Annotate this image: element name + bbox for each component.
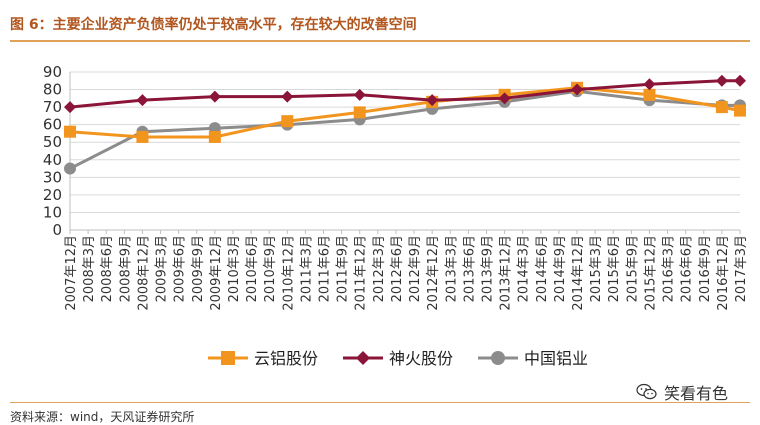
data-point	[281, 90, 294, 103]
x-tick-label: 2015年3月	[589, 235, 604, 302]
x-axis: 2007年12月 2008年3月 2008年6月 2008年9月 2008年12月 200…	[64, 229, 749, 311]
y-tick-label: 40	[43, 151, 62, 169]
data-point	[353, 88, 366, 101]
x-tick-label: 2008年12月	[136, 235, 151, 311]
x-tick-label: 2009年12月	[209, 235, 224, 311]
data-point	[208, 130, 221, 143]
legend-item: 中国铝业	[478, 349, 588, 368]
x-tick-label: 2010年9月	[263, 235, 278, 302]
x-tick-label: 2016年6月	[680, 235, 695, 302]
watermark-text: 笑看有色	[664, 384, 729, 403]
x-tick-label: 2017年3月	[734, 235, 749, 302]
x-tick-label: 2013年3月	[444, 235, 459, 302]
title-divider	[10, 40, 750, 42]
series-line	[69, 89, 740, 170]
y-tick-label: 80	[43, 81, 62, 99]
x-tick-label: 2014年3月	[517, 235, 532, 302]
x-tick-label: 2010年12月	[281, 235, 296, 311]
x-tick-label: 2010年6月	[245, 235, 260, 302]
x-tick-label: 2013年6月	[462, 235, 477, 302]
legend-item: 云铝股份	[208, 349, 318, 368]
data-point	[734, 104, 746, 117]
data-point	[498, 92, 511, 105]
x-tick-label: 2015年6月	[607, 235, 622, 302]
x-tick-label: 2013年12月	[499, 235, 514, 311]
y-tick-label: 10	[43, 203, 62, 221]
watermark: 笑看有色	[636, 380, 728, 404]
legend-label: 中国铝业	[524, 349, 588, 368]
data-point	[221, 351, 235, 365]
y-tick-label: 20	[43, 186, 62, 204]
data-point	[426, 94, 439, 107]
x-tick-label: 2014年12月	[571, 235, 586, 311]
data-point	[643, 88, 656, 101]
x-tick-label: 2012年9月	[408, 235, 423, 302]
y-tick-label: 60	[43, 116, 62, 134]
y-tick-label: 0	[52, 221, 62, 239]
legend-label: 云铝股份	[254, 349, 318, 368]
x-tick-label: 2013年9月	[480, 235, 495, 302]
x-tick-label: 2009年6月	[173, 235, 188, 302]
data-point	[353, 106, 366, 119]
source-note: 资料来源：wind，天风证券研究所	[10, 410, 195, 424]
x-tick-label: 2014年9月	[553, 235, 568, 302]
data-point	[64, 101, 76, 114]
data-point	[734, 74, 746, 87]
x-tick-label: 2015年12月	[643, 235, 658, 311]
series-group	[64, 74, 746, 175]
data-point	[136, 94, 149, 107]
x-tick-label: 2011年3月	[299, 235, 314, 302]
x-tick-label: 2014年6月	[535, 235, 550, 302]
data-point	[64, 125, 76, 138]
x-tick-label: 2016年3月	[662, 235, 677, 302]
y-tick-label: 30	[43, 168, 62, 186]
x-tick-label: 2008年6月	[100, 235, 115, 302]
data-point	[281, 115, 294, 128]
series-1	[64, 74, 746, 114]
y-tick-label: 90	[43, 63, 62, 81]
data-point	[491, 351, 505, 365]
data-point	[571, 83, 584, 96]
x-tick-label: 2016年12月	[716, 235, 731, 311]
grid-lines	[70, 71, 740, 231]
legend: 云铝股份 神火股份 中国铝业	[208, 349, 588, 368]
chart-title: 图 6：主要企业资产负债率仍处于较高水平，存在较大的改善空间	[10, 17, 417, 33]
x-tick-label: 2016年9月	[698, 235, 713, 302]
data-point	[208, 90, 221, 103]
legend-label: 神火股份	[389, 349, 453, 368]
data-point	[715, 101, 728, 114]
data-point	[356, 351, 370, 365]
x-tick-label: 2011年12月	[354, 235, 369, 311]
data-point	[136, 130, 149, 143]
wechat-icon	[636, 383, 657, 400]
data-point	[643, 78, 656, 91]
x-tick-label: 2015年9月	[625, 235, 640, 302]
data-point	[64, 162, 76, 175]
data-point	[715, 74, 728, 87]
footer-divider	[10, 402, 750, 403]
x-tick-label: 2011年9月	[336, 235, 351, 302]
x-tick-label: 2009年3月	[155, 235, 170, 302]
x-tick-label: 2012年12月	[426, 235, 441, 311]
legend-item: 神火股份	[343, 349, 453, 368]
x-tick-label: 2012年6月	[390, 235, 405, 302]
x-tick-label: 2008年3月	[82, 235, 97, 302]
y-tick-label: 50	[43, 133, 62, 151]
x-tick-label: 2011年6月	[318, 235, 333, 302]
x-tick-label: 2010年3月	[227, 235, 242, 302]
x-tick-label: 2008年9月	[118, 235, 133, 302]
y-tick-label: 70	[43, 98, 62, 116]
x-tick-label: 2012年3月	[372, 235, 387, 302]
x-tick-label: 2009年9月	[191, 235, 206, 302]
x-tick-label: 2007年12月	[64, 235, 79, 311]
